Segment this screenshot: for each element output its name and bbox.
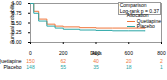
html-text:Comparison: Comparison xyxy=(119,2,147,8)
svg-text:40: 40 xyxy=(93,58,99,65)
svg-text:18: 18 xyxy=(126,64,132,70)
svg-text:800: 800 xyxy=(157,50,166,56)
svg-text:148: 148 xyxy=(26,64,35,70)
svg-text:62: 62 xyxy=(60,58,66,65)
svg-text:Survival probability: Survival probability xyxy=(9,2,15,44)
svg-text:2: 2 xyxy=(160,58,163,65)
svg-text:Days: Days xyxy=(90,50,102,56)
svg-text:600: 600 xyxy=(125,50,134,56)
svg-text:0: 0 xyxy=(29,50,32,56)
svg-text:1.00: 1.00 xyxy=(11,0,22,7)
svg-text:150: 150 xyxy=(26,58,35,65)
html-text:Placebo: Placebo xyxy=(136,23,155,29)
svg-text:1: 1 xyxy=(160,64,163,70)
html-text:Log-rank p = 0.37: Log-rank p = 0.37 xyxy=(119,7,159,14)
svg-text:55: 55 xyxy=(60,64,66,70)
html-text:Quetiapine: Quetiapine xyxy=(136,17,161,24)
svg-text:0.75: 0.75 xyxy=(11,9,22,16)
svg-text:Placebo: Placebo xyxy=(3,64,21,70)
svg-text:0.00: 0.00 xyxy=(11,39,22,46)
svg-text:0.50: 0.50 xyxy=(11,19,22,26)
svg-text:200: 200 xyxy=(59,50,68,56)
svg-text:35: 35 xyxy=(93,64,99,70)
html-text:Allocation: Allocation xyxy=(126,12,149,18)
svg-text:20: 20 xyxy=(126,58,132,65)
svg-text:0.25: 0.25 xyxy=(11,29,22,36)
